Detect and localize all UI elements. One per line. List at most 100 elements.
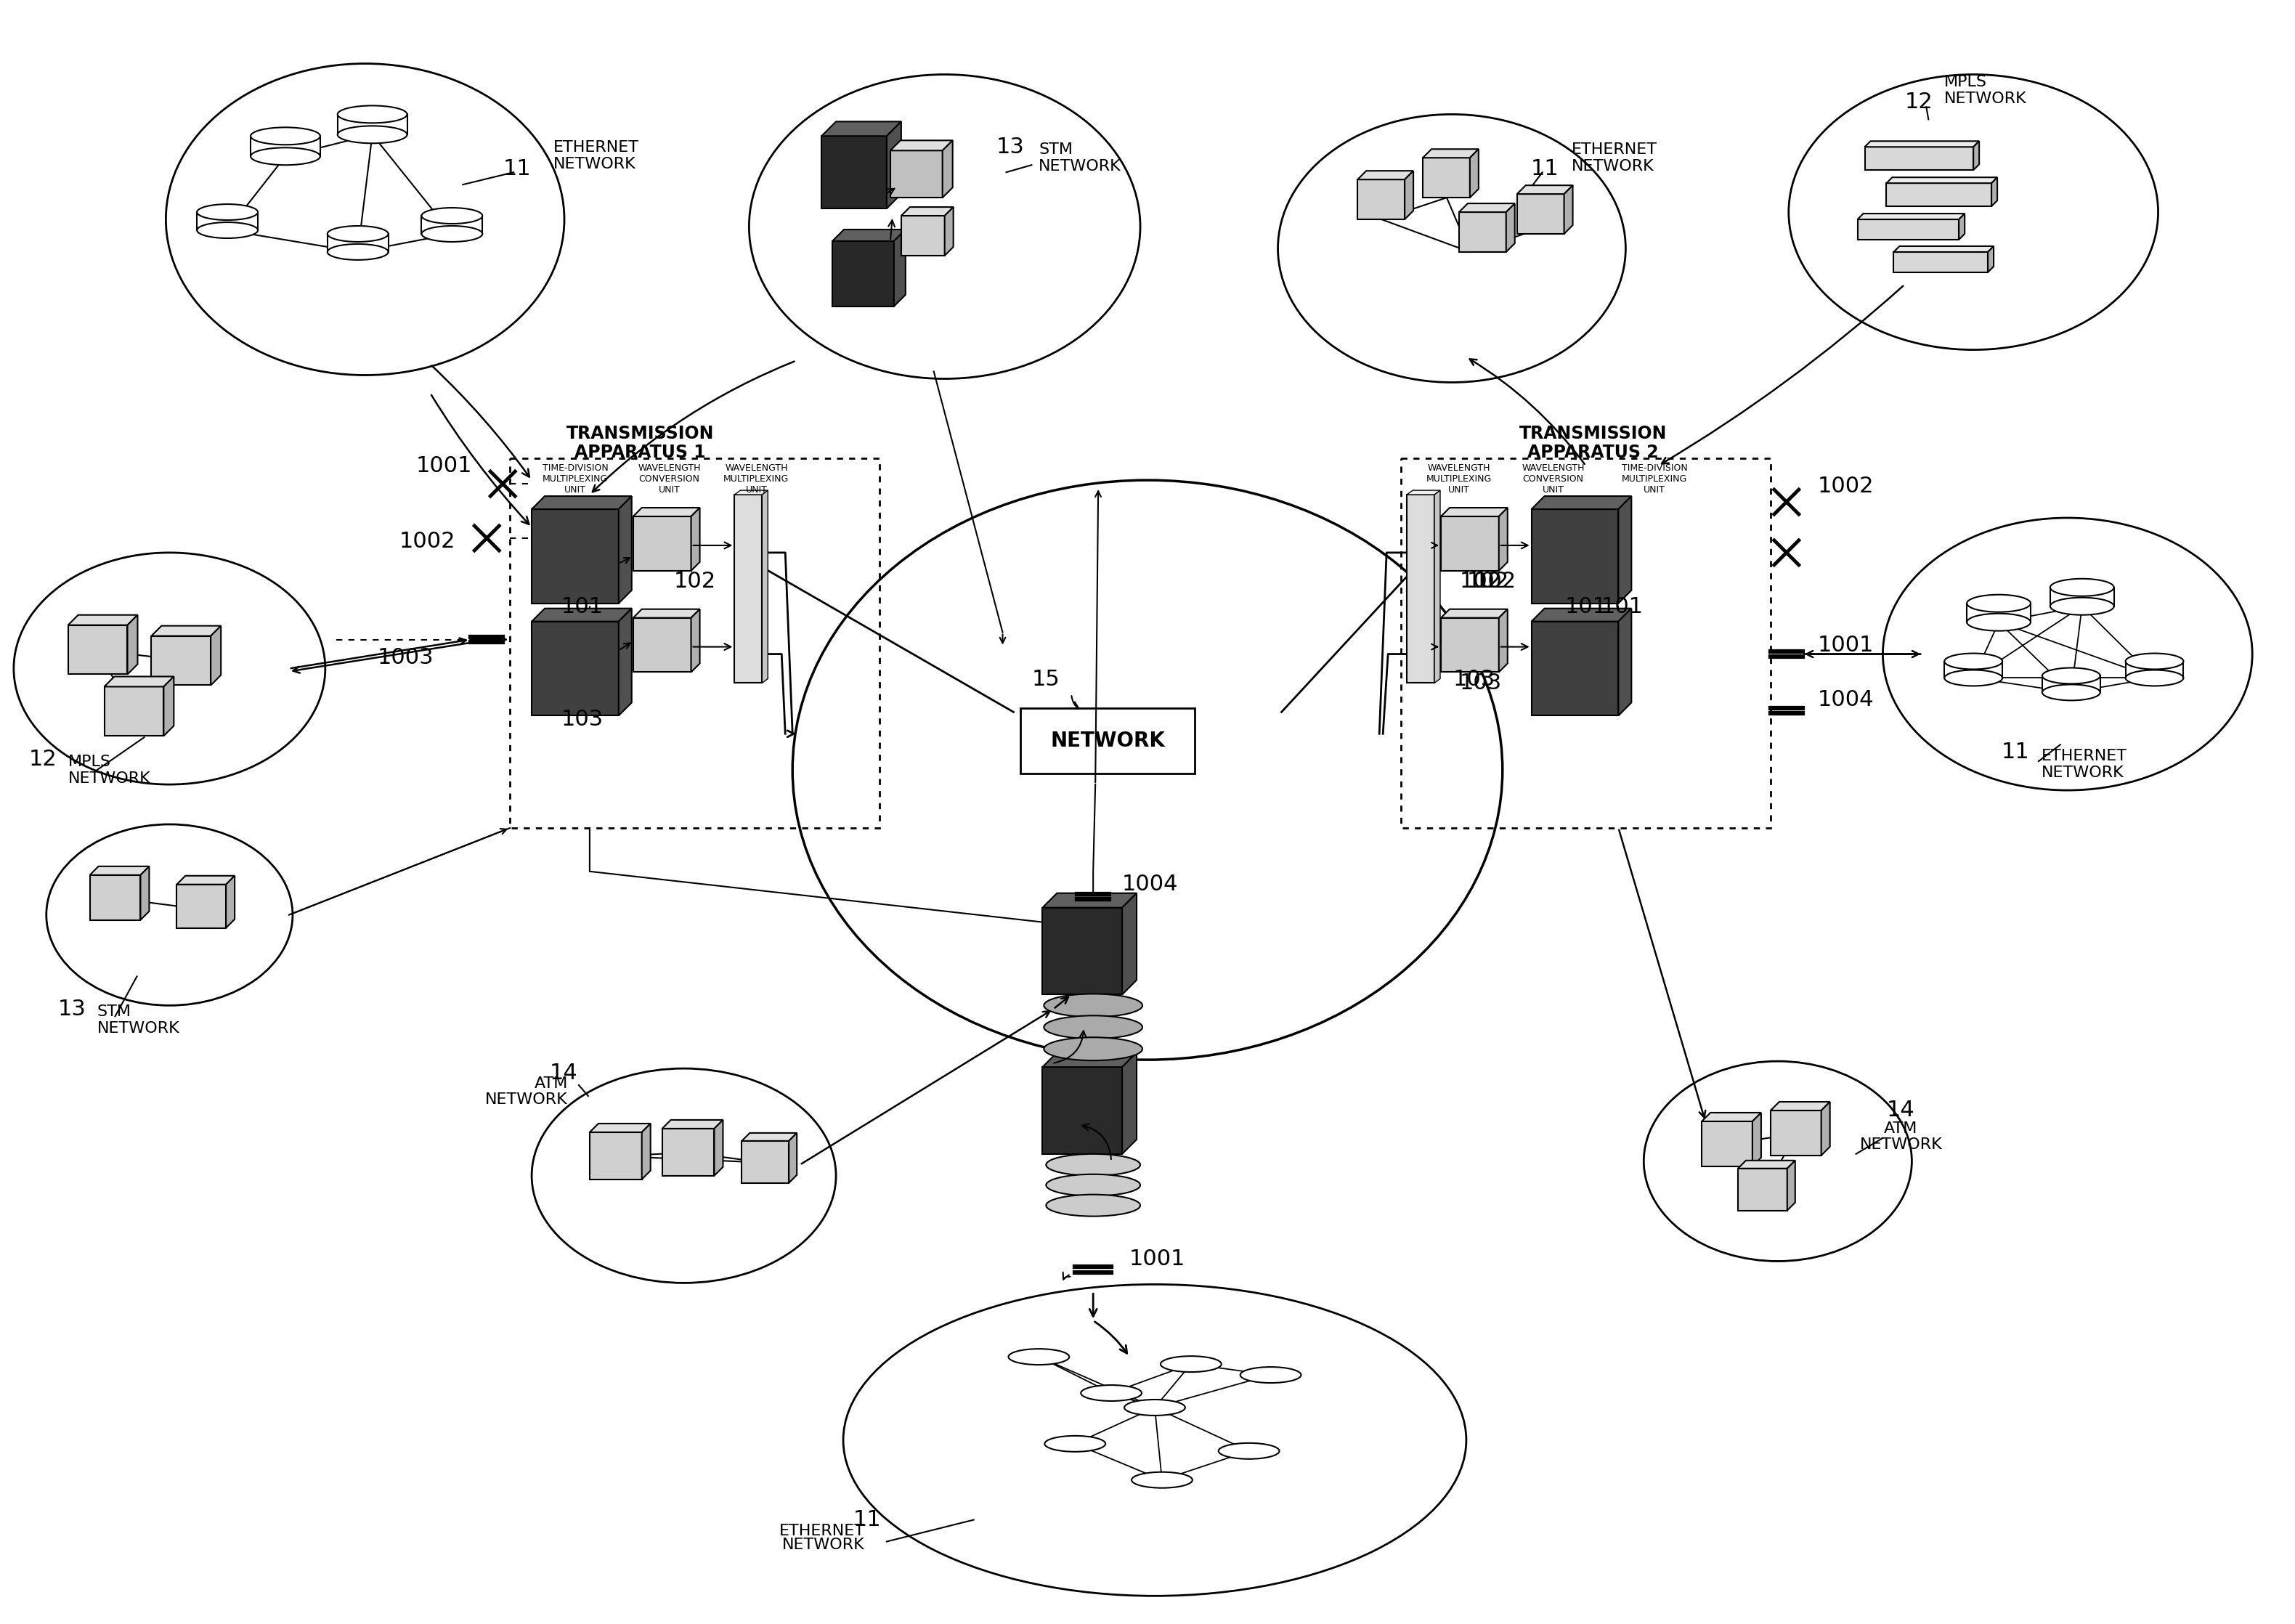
Polygon shape [90, 866, 149, 875]
Text: 101: 101 [1602, 596, 1643, 617]
Polygon shape [1769, 1101, 1829, 1111]
Polygon shape [1407, 490, 1441, 495]
Polygon shape [691, 508, 700, 570]
Polygon shape [197, 213, 257, 231]
Text: 1003: 1003 [379, 646, 434, 667]
Polygon shape [902, 216, 946, 255]
Text: NETWORK: NETWORK [1051, 731, 1166, 752]
Polygon shape [1359, 180, 1405, 219]
Bar [1021, 708, 1196, 773]
Text: 12: 12 [1905, 91, 1932, 112]
Ellipse shape [197, 205, 257, 221]
Ellipse shape [1047, 1174, 1141, 1195]
Polygon shape [1042, 893, 1136, 908]
Polygon shape [1857, 214, 1965, 219]
Polygon shape [1517, 193, 1565, 234]
Polygon shape [590, 1132, 643, 1179]
Polygon shape [946, 206, 952, 255]
Bar [734, 495, 762, 684]
Polygon shape [1441, 508, 1508, 516]
Polygon shape [1042, 1052, 1136, 1067]
Text: 11: 11 [2001, 741, 2029, 762]
Text: ETHERNET
NETWORK: ETHERNET NETWORK [1572, 141, 1657, 174]
Polygon shape [633, 516, 691, 570]
Polygon shape [250, 136, 321, 156]
Polygon shape [225, 875, 234, 927]
Polygon shape [1737, 1168, 1788, 1210]
Polygon shape [1441, 617, 1499, 672]
Text: 13: 13 [57, 999, 85, 1020]
Ellipse shape [1239, 1367, 1301, 1384]
Polygon shape [1423, 149, 1478, 158]
Text: WAVELENGTH
MULTIPLEXING
UNIT: WAVELENGTH MULTIPLEXING UNIT [1425, 463, 1492, 494]
Polygon shape [741, 1134, 796, 1142]
Polygon shape [890, 140, 952, 151]
Polygon shape [886, 122, 902, 208]
Ellipse shape [1967, 594, 2031, 612]
Text: 103: 103 [1460, 672, 1501, 693]
Text: APPARATUS 2: APPARATUS 2 [1528, 443, 1659, 461]
Polygon shape [1441, 516, 1499, 570]
Text: 1002: 1002 [399, 531, 457, 552]
Bar [509, 458, 879, 828]
Polygon shape [691, 609, 700, 672]
Bar [1400, 458, 1769, 828]
Polygon shape [833, 240, 895, 307]
Polygon shape [1565, 185, 1572, 234]
Ellipse shape [1161, 1356, 1221, 1372]
Polygon shape [741, 1142, 789, 1182]
Polygon shape [1944, 661, 2001, 677]
Polygon shape [1893, 247, 1994, 252]
Bar [1407, 495, 1434, 684]
Polygon shape [590, 1124, 649, 1132]
Polygon shape [895, 229, 907, 307]
Text: 103: 103 [562, 708, 604, 729]
Polygon shape [1788, 1161, 1795, 1210]
Ellipse shape [197, 222, 257, 239]
Text: STM
NETWORK: STM NETWORK [96, 1004, 179, 1036]
Polygon shape [69, 615, 138, 625]
Polygon shape [762, 490, 769, 684]
Text: 101: 101 [562, 596, 604, 617]
Polygon shape [151, 625, 220, 637]
Ellipse shape [1008, 1350, 1069, 1364]
Text: 15: 15 [1033, 669, 1060, 690]
Polygon shape [328, 234, 388, 252]
Text: 11: 11 [1531, 158, 1558, 179]
Polygon shape [90, 875, 140, 919]
Polygon shape [140, 866, 149, 919]
Polygon shape [1618, 495, 1632, 604]
Polygon shape [943, 140, 952, 198]
Polygon shape [1122, 893, 1136, 994]
Ellipse shape [337, 106, 406, 123]
Polygon shape [1531, 609, 1632, 622]
Text: TIME-DIVISION
MULTIPLEXING
UNIT: TIME-DIVISION MULTIPLEXING UNIT [1623, 463, 1687, 494]
Text: ETHERNET: ETHERNET [780, 1523, 865, 1538]
Ellipse shape [2049, 578, 2114, 596]
Polygon shape [1460, 213, 1506, 252]
Polygon shape [1618, 609, 1632, 716]
Text: 102: 102 [1460, 572, 1501, 593]
Text: 14: 14 [549, 1062, 578, 1083]
Polygon shape [1992, 177, 1997, 206]
Ellipse shape [2043, 684, 2100, 700]
Polygon shape [822, 136, 886, 208]
Text: 1001: 1001 [1818, 635, 1875, 656]
Polygon shape [2043, 676, 2100, 692]
Polygon shape [663, 1129, 714, 1176]
Polygon shape [1866, 146, 1974, 171]
Ellipse shape [328, 244, 388, 260]
Polygon shape [1517, 185, 1572, 193]
Text: 14: 14 [1886, 1099, 1914, 1121]
Ellipse shape [1125, 1400, 1184, 1416]
Ellipse shape [1944, 671, 2001, 685]
Ellipse shape [250, 127, 321, 145]
Polygon shape [633, 609, 700, 617]
Polygon shape [1857, 219, 1960, 240]
Text: 11: 11 [854, 1509, 881, 1530]
Polygon shape [1974, 141, 1978, 171]
Polygon shape [532, 495, 631, 510]
Ellipse shape [2043, 667, 2100, 684]
Polygon shape [1506, 203, 1515, 252]
Ellipse shape [2049, 598, 2114, 615]
